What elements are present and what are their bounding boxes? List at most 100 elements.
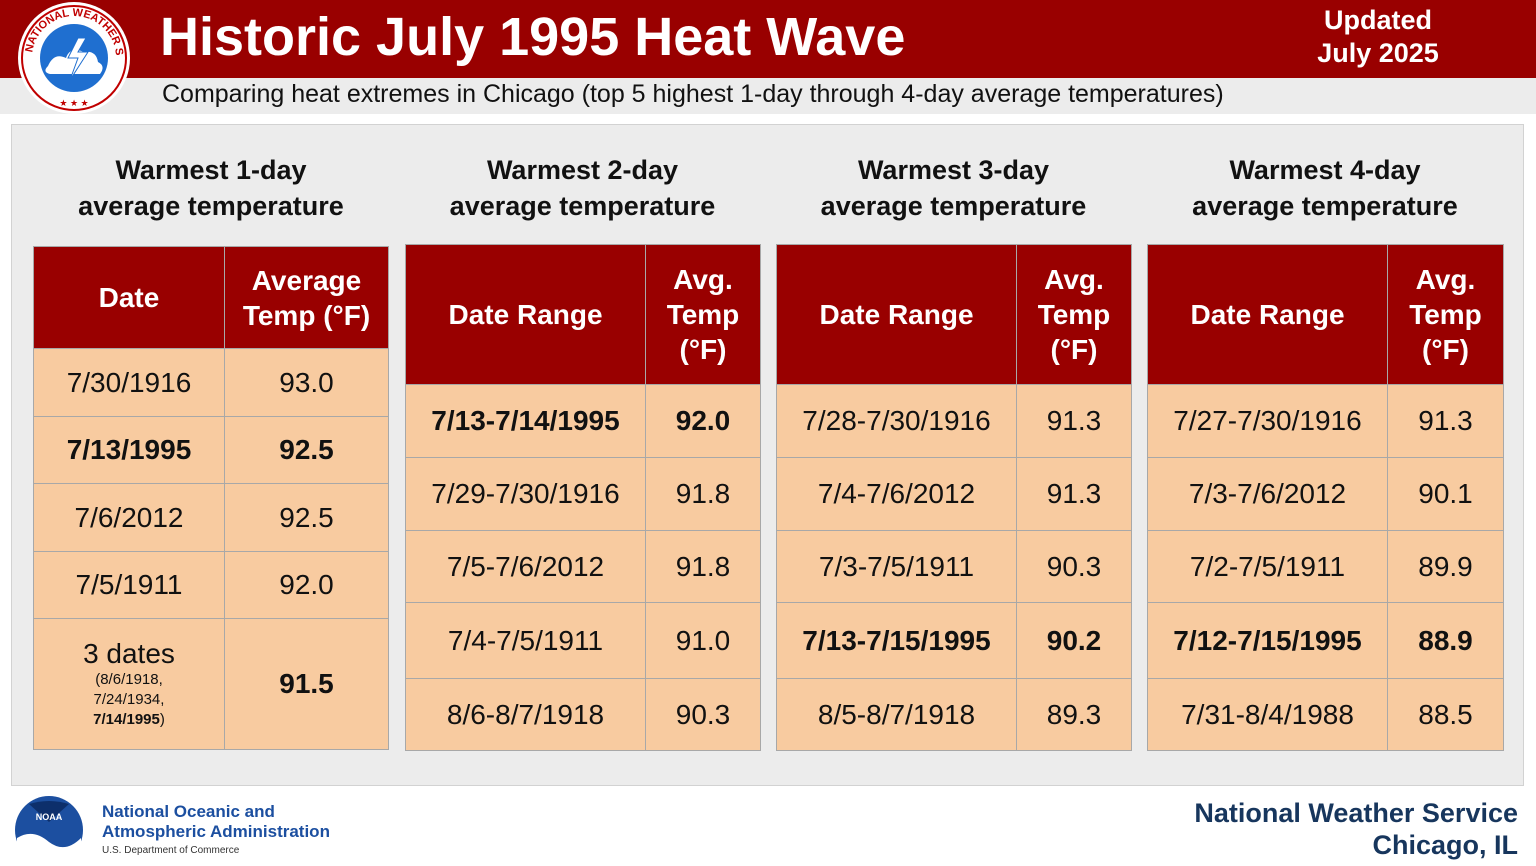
cell-date: 7/2-7/5/1911 [1147, 530, 1388, 603]
subtitle-bar [0, 78, 1536, 114]
section-title-line2: average temperature [78, 191, 344, 221]
noaa-name-line2: Atmospheric Administration [102, 822, 330, 841]
col-header-date-range: Date Range [1147, 244, 1388, 385]
section-title-line2: average temperature [449, 191, 716, 221]
section-title-3day: Warmest 3-day average temperature [776, 152, 1131, 224]
col-header-temp: Avg. Temp (°F) [645, 244, 761, 385]
cell-date-note: (8/6/1918, [95, 671, 163, 688]
page-title: Historic July 1995 Heat Wave [160, 7, 906, 67]
nws-office: National Weather Service Chicago, IL [1194, 797, 1518, 861]
cell-temp: 91.5 [224, 618, 389, 750]
cell-temp: 92.5 [224, 483, 389, 552]
section-title-line1: Warmest 3-day [857, 155, 1050, 185]
cell-date: 7/31-8/4/1988 [1147, 678, 1388, 751]
table-row: 8/6-8/7/1918 90.3 [405, 678, 761, 751]
section-title-4day: Warmest 4-day average temperature [1147, 152, 1503, 224]
cell-date: 7/13-7/14/1995 [405, 384, 646, 458]
cell-temp: 92.5 [224, 416, 389, 484]
cell-date: 7/6/2012 [33, 483, 225, 552]
cell-temp: 91.8 [645, 457, 761, 531]
cell-temp: 90.2 [1016, 602, 1132, 679]
cell-date: 7/12-7/15/1995 [1147, 602, 1388, 679]
cell-temp: 91.8 [645, 530, 761, 603]
col-header-date: Date [33, 246, 225, 349]
nws-office-line1: National Weather Service [1194, 798, 1518, 828]
cell-date: 7/30/1916 [33, 348, 225, 417]
table-row: 7/13-7/15/1995 90.2 [776, 602, 1132, 679]
cell-date: 8/5-8/7/1918 [776, 678, 1017, 751]
section-title-line2: average temperature [1192, 191, 1458, 221]
table-3day: Date Range Avg. Temp (°F) 7/28-7/30/1916… [776, 244, 1132, 751]
col-header-date-range: Date Range [405, 244, 646, 385]
cell-date: 7/13/1995 [33, 416, 225, 484]
section-title-line1: Warmest 2-day [486, 155, 679, 185]
nws-office-line2: Chicago, IL [1372, 830, 1518, 860]
table-row: 8/5-8/7/1918 89.3 [776, 678, 1132, 751]
cell-temp: 89.9 [1387, 530, 1504, 603]
section-title-line1: Warmest 4-day [1229, 155, 1421, 185]
cell-temp: 88.9 [1387, 602, 1504, 679]
cell-date-note-end: ) [159, 711, 165, 728]
section-title-line2: average temperature [820, 191, 1087, 221]
cell-temp: 91.3 [1016, 457, 1132, 531]
table-row: 7/4-7/5/1911 91.0 [405, 602, 761, 679]
cell-date: 7/13-7/15/1995 [776, 602, 1017, 679]
cell-date: 7/27-7/30/1916 [1147, 384, 1388, 458]
table-row: 7/6/2012 92.5 [33, 483, 389, 552]
cell-date: 7/29-7/30/1916 [405, 457, 646, 531]
cell-date-note: 7/24/1934, [93, 691, 165, 708]
table-row: 7/12-7/15/1995 88.9 [1147, 602, 1504, 679]
cell-date: 7/3-7/6/2012 [1147, 457, 1388, 531]
table-row: 7/30/1916 93.0 [33, 348, 389, 417]
cell-date: 7/28-7/30/1916 [776, 384, 1017, 458]
cell-date: 7/5/1911 [33, 551, 225, 619]
cell-temp: 88.5 [1387, 678, 1504, 751]
cell-temp: 90.1 [1387, 457, 1504, 531]
section-title-line1: Warmest 1-day [115, 155, 307, 185]
col-header-temp: Avg. Temp (°F) [1016, 244, 1132, 385]
noaa-department: U.S. Department of Commerce [102, 845, 240, 856]
table-row: 7/4-7/6/2012 91.3 [776, 457, 1132, 531]
cell-temp: 92.0 [224, 551, 389, 619]
noaa-logo-text: NOAA [36, 812, 63, 822]
noaa-name: National Oceanic and Atmospheric Adminis… [102, 802, 330, 842]
table-2day: Date Range Avg. Temp (°F) 7/13-7/14/1995… [405, 244, 761, 751]
cell-temp: 90.3 [1016, 530, 1132, 603]
cell-temp: 89.3 [1016, 678, 1132, 751]
table-row: 7/31-8/4/1988 88.5 [1147, 678, 1504, 751]
cell-date-count: 3 dates [83, 638, 175, 669]
cell-temp: 91.3 [1387, 384, 1504, 458]
table-row: 7/3-7/6/2012 90.1 [1147, 457, 1504, 531]
col-header-temp: Average Temp (°F) [224, 246, 389, 349]
updated-label: Updated July 2025 [1302, 4, 1454, 70]
table-row: 7/5/1911 92.0 [33, 551, 389, 619]
cell-date: 8/6-8/7/1918 [405, 678, 646, 751]
svg-text:★ ★ ★: ★ ★ ★ [59, 98, 88, 108]
cell-date-note-bold: 7/14/1995 [93, 711, 160, 728]
table-row: 7/13-7/14/1995 92.0 [405, 384, 761, 458]
cell-date: 7/4-7/5/1911 [405, 602, 646, 679]
table-row: 3 dates (8/6/1918, 7/24/1934, 7/14/1995)… [33, 618, 389, 750]
header-bar [0, 0, 1536, 78]
cell-date-note: 7/14/1995) [34, 710, 224, 730]
section-title-2day: Warmest 2-day average temperature [405, 152, 760, 224]
col-header-temp: Avg. Temp (°F) [1387, 244, 1504, 385]
cell-date: 7/3-7/5/1911 [776, 530, 1017, 603]
updated-line2: July 2025 [1317, 38, 1439, 68]
table-row: 7/28-7/30/1916 91.3 [776, 384, 1132, 458]
col-header-date-range: Date Range [776, 244, 1017, 385]
cell-temp: 92.0 [645, 384, 761, 458]
cell-date: 7/4-7/6/2012 [776, 457, 1017, 531]
table-row: 7/29-7/30/1916 91.8 [405, 457, 761, 531]
updated-line1: Updated [1324, 5, 1432, 35]
table-row: 7/2-7/5/1911 89.9 [1147, 530, 1504, 603]
table-row: 7/5-7/6/2012 91.8 [405, 530, 761, 603]
cell-date: 7/5-7/6/2012 [405, 530, 646, 603]
noaa-name-line1: National Oceanic and [102, 802, 275, 821]
cell-temp: 91.0 [645, 602, 761, 679]
table-row: 7/27-7/30/1916 91.3 [1147, 384, 1504, 458]
table-row: 7/13/1995 92.5 [33, 416, 389, 484]
table-1day: Date Average Temp (°F) 7/30/1916 93.0 7/… [33, 246, 389, 750]
section-title-1day: Warmest 1-day average temperature [34, 152, 388, 224]
cell-temp: 91.3 [1016, 384, 1132, 458]
